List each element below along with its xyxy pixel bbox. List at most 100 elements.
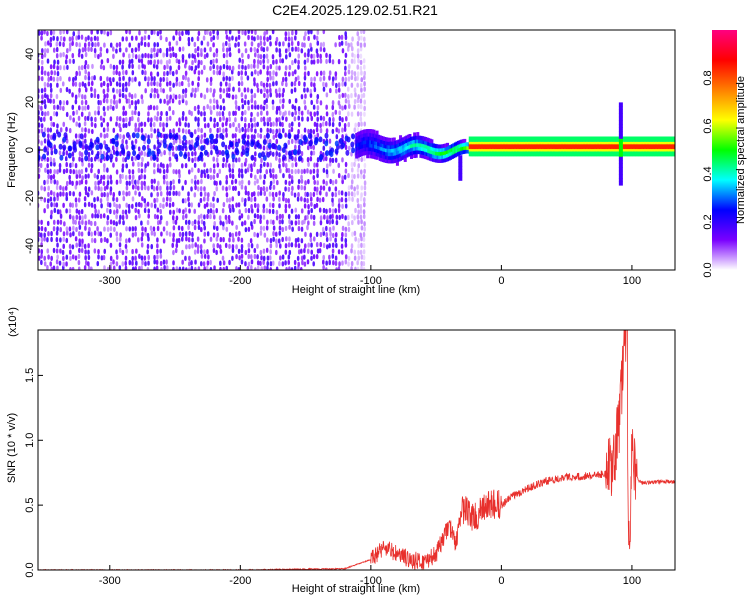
spectrogram-cell — [489, 150, 493, 154]
spectrogram-cell — [554, 146, 558, 150]
spectrogram-cell — [523, 143, 527, 147]
spectrogram-cell — [114, 134, 119, 141]
spectrogram-cell — [171, 215, 175, 221]
spectrogram-cell — [338, 34, 341, 41]
spectrogram-cell — [450, 147, 454, 152]
spectrogram-cell — [641, 141, 645, 145]
spectrogram-cell — [131, 161, 135, 167]
spectrogram-cell — [670, 150, 674, 154]
spectrogram-cell — [354, 236, 357, 242]
spectrogram-cell — [175, 215, 179, 221]
spectrogram-cell — [297, 249, 301, 255]
spectrogram-cell — [322, 41, 326, 47]
spectrogram-cell — [262, 248, 266, 254]
spectrogram-cell — [515, 141, 519, 145]
spectrogram-cell — [417, 139, 421, 144]
spectrogram-cell — [229, 207, 232, 214]
spectrogram-cell — [69, 168, 72, 174]
spectrogram-cell — [601, 150, 605, 154]
spectrogram-cell — [285, 236, 288, 242]
spectrogram-cell — [285, 267, 288, 270]
spectrogram-cell — [329, 231, 332, 237]
spectrogram-cell — [644, 136, 648, 140]
spectrogram-cell — [363, 162, 367, 169]
spectrogram-cell — [206, 196, 210, 202]
spectrogram-cell — [205, 265, 209, 270]
spectrogram-cell — [438, 155, 442, 160]
spectrogram-cell — [514, 143, 518, 147]
spectrogram-cell — [335, 219, 339, 226]
spectrogram-cell — [221, 122, 225, 128]
spectrogram-cell — [618, 174, 623, 179]
spectrogram-cell — [645, 153, 649, 157]
spectrogram-cell — [189, 131, 194, 138]
spectrogram-cell — [584, 143, 588, 147]
spectrogram-cell — [377, 149, 381, 154]
spectrogram-cell — [612, 143, 616, 147]
spectrogram-cell — [134, 100, 138, 106]
spectrogram-cell — [77, 105, 81, 111]
spectrogram-cell — [257, 184, 260, 191]
spectrogram-cell — [125, 47, 128, 53]
spectrogram-cell — [118, 203, 121, 209]
spectrogram-cell — [559, 146, 563, 150]
spectrogram-cell — [595, 141, 599, 145]
spectrogram-cell — [504, 143, 508, 147]
spectrogram-cell — [177, 237, 181, 244]
spectrogram-cell — [408, 133, 412, 138]
spectrogram-cell — [235, 126, 238, 132]
spectrogram-cell — [350, 266, 353, 270]
spectrogram-cell — [259, 104, 263, 110]
spectrogram-cell — [350, 260, 354, 267]
spectrogram-cell — [600, 153, 604, 157]
spectrogram-cell — [206, 260, 210, 266]
spectrogram-cell — [517, 153, 521, 157]
spectrogram-cell — [100, 174, 103, 181]
spectrogram-cell — [536, 136, 540, 140]
spectrogram-cell — [121, 214, 125, 221]
spectrogram-cell — [140, 127, 144, 133]
spectrogram-cell — [40, 259, 43, 266]
spectrogram-cell — [72, 117, 75, 123]
spectrogram-cell — [200, 69, 204, 75]
spectrogram-cell — [312, 168, 316, 174]
spectrogram-cell — [297, 128, 300, 135]
spectrogram-cell — [493, 143, 497, 147]
spectrogram-cell — [350, 74, 354, 81]
spectrogram-cell — [75, 226, 78, 233]
spectrogram-cell — [250, 265, 253, 270]
spectrogram-cell — [569, 141, 573, 145]
spectrogram-cell — [128, 92, 131, 98]
spectrogram-cell — [441, 151, 445, 156]
spectrogram-cell — [72, 144, 77, 151]
spectrogram-cell — [112, 220, 116, 226]
spectrogram-cell — [438, 144, 442, 149]
spectrogram-cell — [266, 127, 269, 133]
spectrogram-cell — [489, 141, 493, 145]
spectrogram-cell — [468, 146, 472, 150]
spectrogram-cell — [278, 230, 282, 236]
spectrogram-cell — [364, 136, 368, 141]
spectrogram-cell — [444, 157, 448, 162]
spectrogram-cell — [556, 143, 560, 147]
spectrogram-cell — [278, 48, 282, 54]
spectrogram-cell — [94, 208, 97, 214]
spectrogram-cell — [106, 146, 111, 153]
spectrogram-cell — [90, 92, 93, 99]
spectrogram-cell — [222, 105, 226, 111]
spectrogram-cell — [216, 127, 220, 134]
spectrogram-cell — [403, 139, 407, 144]
spectrogram-cell — [520, 136, 524, 140]
spectrogram-cell — [180, 163, 184, 169]
spectrogram-cell — [500, 143, 504, 147]
spectrogram-cell — [202, 261, 206, 267]
spectrogram-cell — [96, 226, 99, 232]
spectrogram-cell — [392, 155, 396, 160]
spectrogram-cell — [144, 88, 147, 94]
spectrogram-cell — [498, 148, 502, 152]
spectrogram-cell — [50, 209, 53, 215]
spectrogram-cell — [87, 71, 91, 77]
spectrogram-cell — [194, 65, 198, 71]
spectrogram-cell — [231, 247, 235, 254]
spectrogram-cell — [363, 191, 367, 197]
